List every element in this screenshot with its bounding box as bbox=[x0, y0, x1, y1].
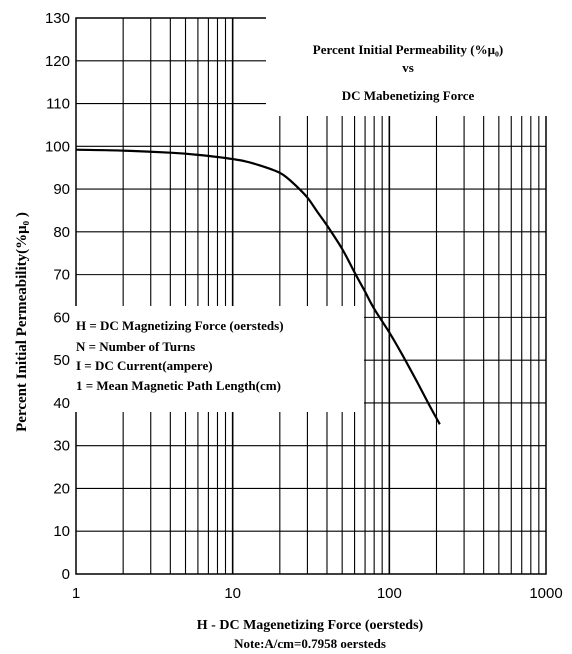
x-tick-label-3: 1000 bbox=[529, 585, 562, 602]
y-tick-label-5: 50 bbox=[53, 352, 70, 369]
x-tick-label-2: 100 bbox=[377, 585, 402, 602]
chart-title-line-3: DC Mabenetizing Force bbox=[342, 88, 475, 103]
y-tick-label-1: 10 bbox=[53, 523, 70, 540]
y-tick-label-0: 0 bbox=[62, 566, 70, 583]
x-axis-label: H - DC Magenetizing Force (oersteds) bbox=[197, 618, 424, 633]
y-tick-label-2: 20 bbox=[53, 480, 70, 497]
y-tick-label-13: 130 bbox=[45, 10, 70, 27]
definition-line-2: N = Number of Turns bbox=[76, 339, 195, 354]
definition-line-4: 1 = Mean Magnetic Path Length(cm) bbox=[76, 378, 281, 393]
title-box bbox=[266, 14, 551, 116]
y-tick-label-4: 40 bbox=[53, 395, 70, 412]
y-tick-label-8: 80 bbox=[53, 224, 70, 241]
definition-line-3: I = DC Current(ampere) bbox=[76, 358, 213, 373]
x-tick-labels: 1 10 100 1000 bbox=[72, 585, 563, 602]
x-axis-note: Note:A/cm=0.7958 oersteds bbox=[234, 636, 386, 651]
y-axis-label: Percent Initial Permeability(%μ₀ ) bbox=[14, 212, 30, 432]
permeability-curve bbox=[75, 148, 441, 425]
y-tick-label-7: 70 bbox=[53, 267, 70, 284]
y-tick-label-9: 90 bbox=[53, 181, 70, 198]
chart-title-line-2: vs bbox=[402, 60, 414, 75]
x-tick-label-0: 1 bbox=[72, 585, 80, 602]
y-tick-label-10: 100 bbox=[45, 138, 70, 155]
definitions-box bbox=[70, 306, 364, 412]
y-tick-labels: 0 10 20 30 40 50 60 70 80 90 100 110 120 130 bbox=[45, 10, 70, 583]
y-tick-label-3: 30 bbox=[53, 438, 70, 455]
definition-line-1: H = DC Magnetizing Force (oersteds) bbox=[76, 318, 284, 333]
chart-title-line-1: Percent Initial Permeability (%μ₀) bbox=[313, 42, 503, 57]
y-tick-label-6: 60 bbox=[53, 309, 70, 326]
y-tick-label-12: 120 bbox=[45, 53, 70, 70]
x-tick-label-1: 10 bbox=[224, 585, 241, 602]
y-tick-label-11: 110 bbox=[46, 96, 70, 113]
